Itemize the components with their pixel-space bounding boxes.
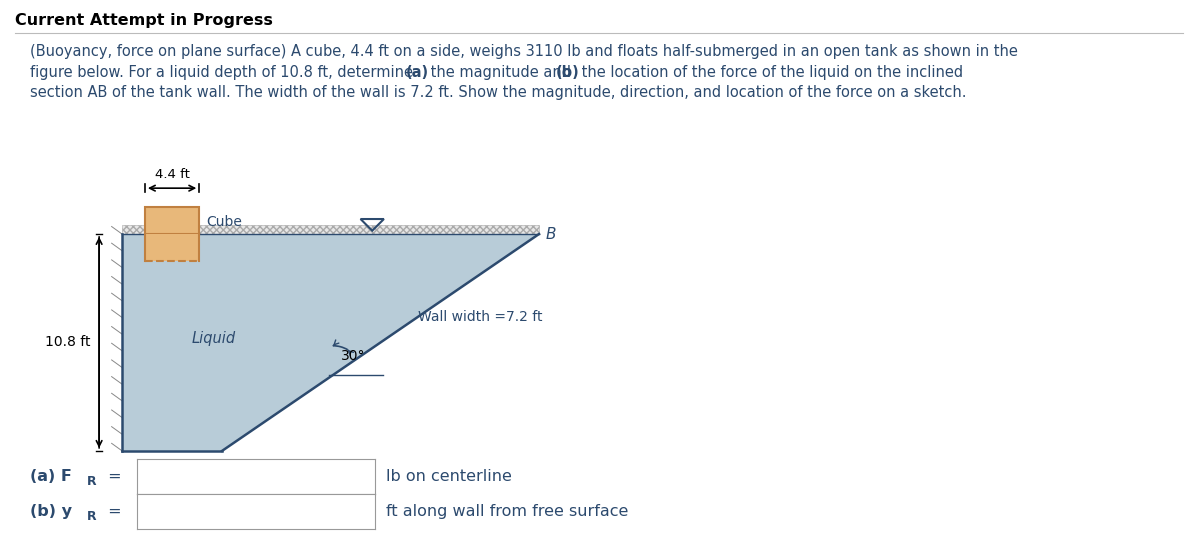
Text: (a) F: (a) F	[30, 469, 71, 484]
Text: (b): (b)	[556, 65, 580, 80]
Text: figure below. For a liquid depth of 10.8 ft, determine: figure below. For a liquid depth of 10.8…	[30, 65, 417, 80]
Text: ft along wall from free surface: ft along wall from free surface	[386, 504, 629, 519]
Text: =: =	[103, 469, 122, 484]
Text: Current Attempt in Progress: Current Attempt in Progress	[15, 13, 273, 29]
Text: the location of the force of the liquid on the inclined: the location of the force of the liquid …	[577, 65, 963, 80]
Text: 30°: 30°	[340, 349, 365, 363]
Text: 10.8 ft: 10.8 ft	[45, 335, 90, 350]
Text: (a): (a)	[405, 65, 429, 80]
Text: R: R	[87, 475, 96, 488]
Text: lb on centerline: lb on centerline	[386, 469, 512, 484]
Text: the magnitude and: the magnitude and	[426, 65, 575, 80]
Text: B: B	[546, 226, 555, 242]
Text: =: =	[103, 504, 122, 519]
Bar	[145, 207, 200, 234]
Text: (Buoyancy, force on plane surface) A cube, 4.4 ft on a side, weighs 3110 lb and : (Buoyancy, force on plane surface) A cub…	[30, 44, 1018, 59]
Text: R: R	[87, 510, 96, 523]
Polygon shape	[122, 225, 539, 234]
Text: section AB of the tank wall. The width of the wall is 7.2 ft. Show the magnitude: section AB of the tank wall. The width o…	[30, 85, 967, 100]
Polygon shape	[122, 234, 539, 451]
Bar	[145, 234, 200, 261]
Text: A: A	[216, 464, 227, 479]
Text: Liquid: Liquid	[191, 331, 235, 346]
Text: Cube: Cube	[207, 215, 243, 229]
Text: 4.4 ft: 4.4 ft	[155, 168, 189, 181]
Text: (b) y: (b) y	[30, 504, 71, 519]
Text: Wall width =7.2 ft: Wall width =7.2 ft	[419, 310, 542, 324]
